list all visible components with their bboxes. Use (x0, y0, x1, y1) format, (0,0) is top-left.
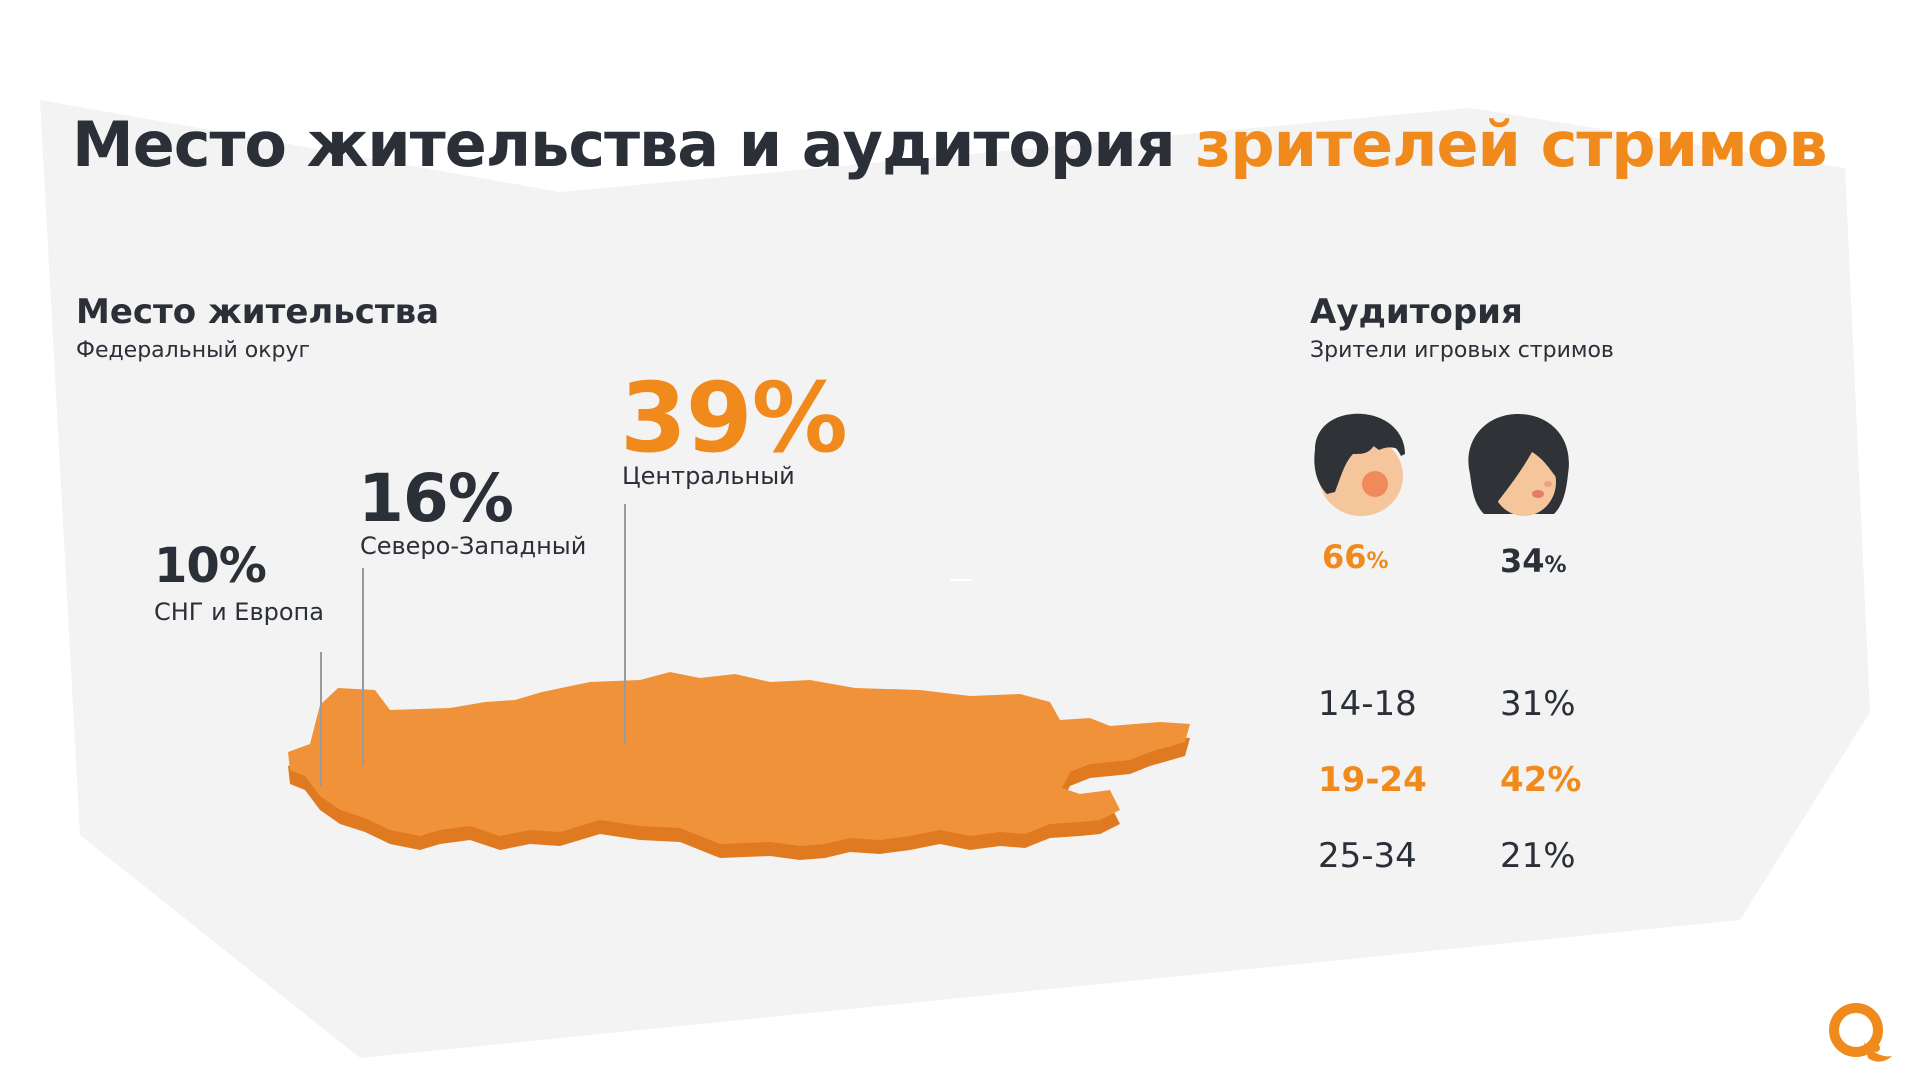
leader-line-cis (320, 652, 322, 786)
residence-subheading: Федеральный округ (76, 338, 311, 363)
male-percentage: 66% (1322, 538, 1389, 576)
divider (950, 579, 972, 581)
female-unit: % (1544, 553, 1567, 578)
page-title: Место жительства и аудитория зрителей ст… (72, 108, 1828, 181)
male-unit: % (1366, 549, 1389, 574)
leader-line-central (624, 504, 626, 744)
region-northwest-value: 16% (358, 460, 514, 537)
qiwi-logo-icon (1829, 1003, 1892, 1062)
age-value-1: 31% (1500, 684, 1576, 724)
age-range-3: 25-34 (1318, 836, 1417, 876)
region-northwest-label: Северо-Западный (360, 532, 587, 560)
russia-map (288, 672, 1190, 860)
region-central-value: 39% (620, 362, 848, 474)
residence-heading: Место жительства (76, 292, 440, 332)
female-value: 34 (1500, 542, 1545, 580)
female-avatar-icon (1468, 414, 1569, 516)
title-accent: зрителей стримов (1195, 108, 1827, 181)
region-central-label: Центральный (622, 462, 795, 490)
audience-subheading: Зрители игровых стримов (1310, 338, 1614, 363)
male-value: 66 (1322, 538, 1367, 576)
age-value-2: 42% (1500, 760, 1582, 800)
region-cis-label: СНГ и Европа (154, 598, 324, 626)
leader-line-northwest (362, 568, 364, 766)
audience-heading: Аудитория (1310, 292, 1523, 332)
age-value-3: 21% (1500, 836, 1576, 876)
female-percentage: 34% (1500, 542, 1567, 580)
age-range-2: 19-24 (1318, 760, 1427, 800)
age-range-1: 14-18 (1318, 684, 1417, 724)
male-avatar-icon (1314, 413, 1405, 516)
region-cis-value: 10% (154, 538, 267, 594)
title-main: Место жительства и аудитория (72, 108, 1176, 181)
